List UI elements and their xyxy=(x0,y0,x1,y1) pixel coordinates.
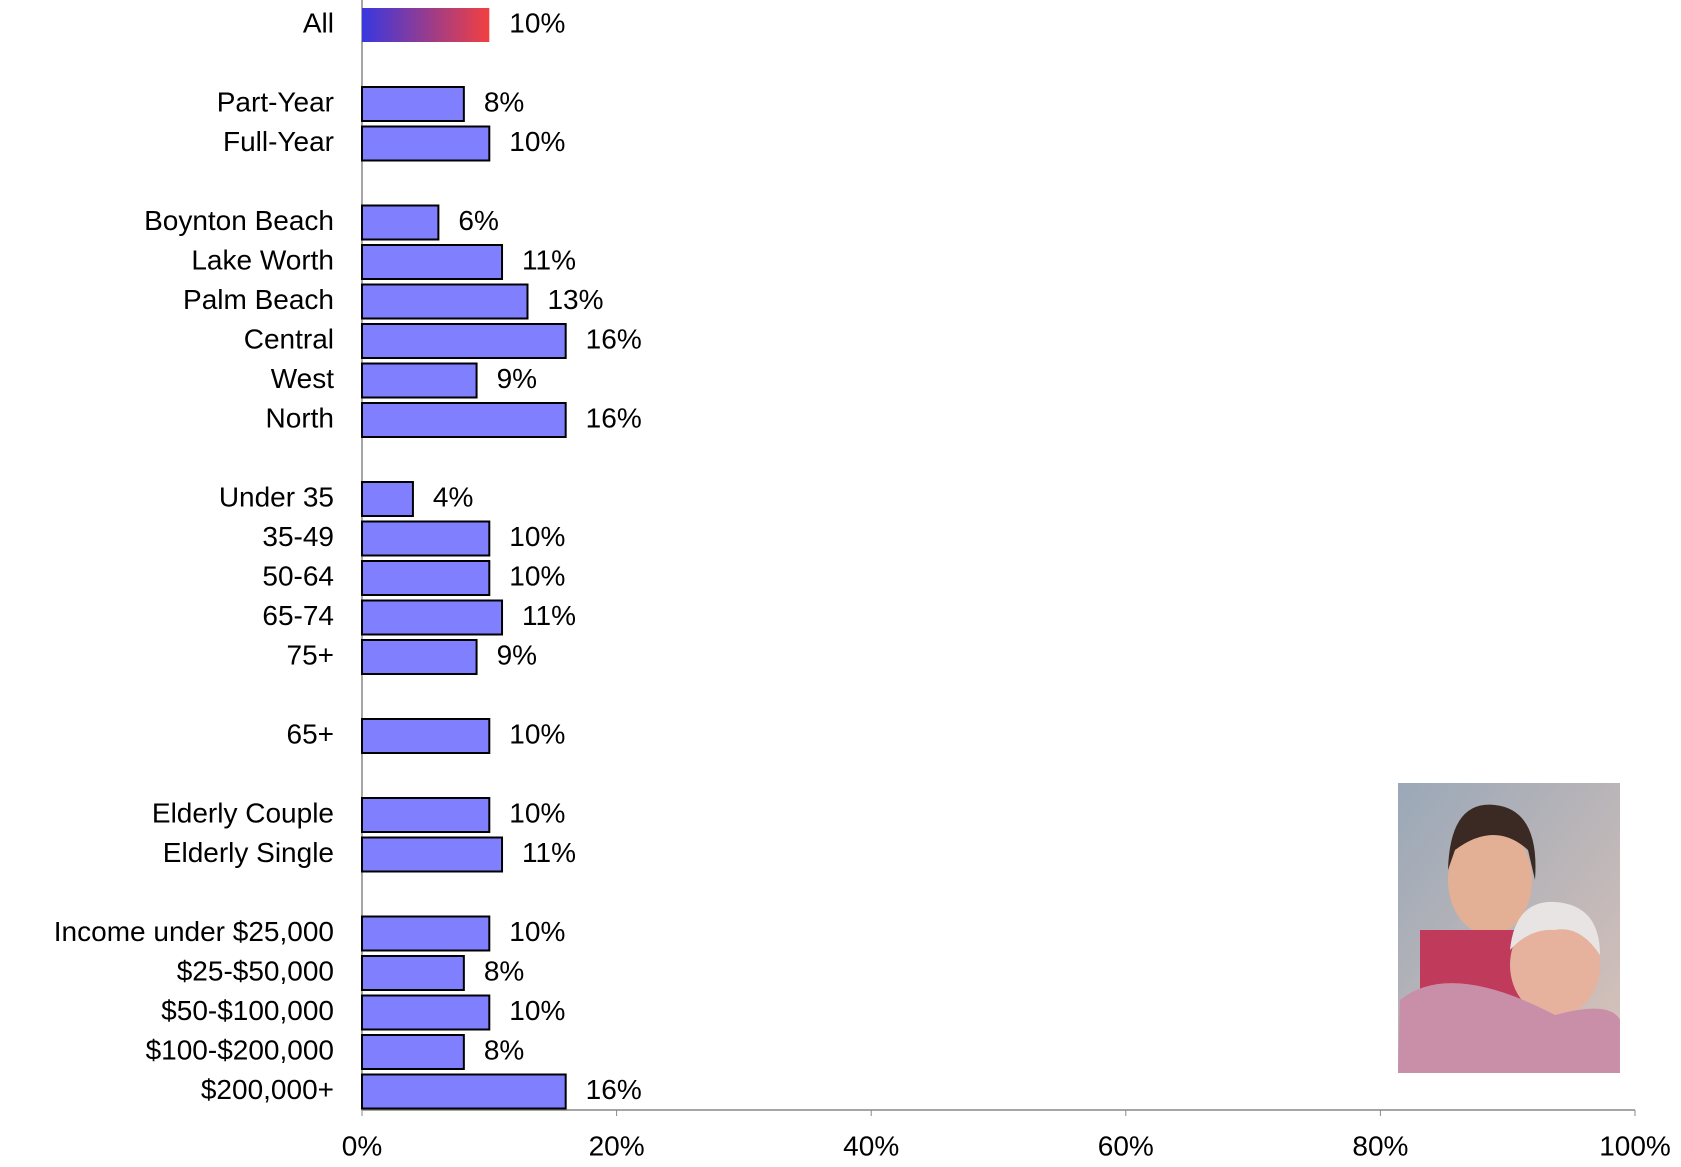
value-label: 10% xyxy=(509,521,565,552)
x-tick-label: 80% xyxy=(1352,1130,1408,1161)
value-label: 9% xyxy=(497,639,537,670)
x-tick-label: 60% xyxy=(1098,1130,1154,1161)
y-tick-label: $200,000+ xyxy=(201,1074,334,1105)
bar xyxy=(361,362,478,399)
y-tick-label: Elderly Single xyxy=(163,837,334,868)
bar xyxy=(361,86,465,122)
value-label: 11% xyxy=(522,837,576,868)
value-label: 16% xyxy=(586,402,642,433)
y-tick-label: $25-$50,000 xyxy=(177,955,334,986)
y-tick-label: North xyxy=(266,402,334,433)
y-tick-label: 65+ xyxy=(287,718,335,749)
value-label: 10% xyxy=(509,7,565,38)
y-tick-label: Lake Worth xyxy=(191,244,334,275)
y-tick-label: 65-74 xyxy=(262,600,334,631)
bar xyxy=(361,994,491,1031)
y-tick-label: Income under $25,000 xyxy=(54,916,334,947)
value-label: 10% xyxy=(509,718,565,749)
bar xyxy=(361,1073,567,1110)
value-label: 6% xyxy=(458,205,498,236)
x-tick-label: 0% xyxy=(342,1130,382,1161)
y-tick-label: Part-Year xyxy=(217,86,334,117)
value-label: 16% xyxy=(586,323,642,354)
y-tick-label: West xyxy=(271,363,334,394)
y-tick-label: 75+ xyxy=(287,639,335,670)
y-tick-label: Under 35 xyxy=(219,481,334,512)
value-label: 10% xyxy=(509,995,565,1026)
bar xyxy=(361,481,414,517)
bar xyxy=(361,836,504,873)
value-label: 10% xyxy=(509,560,565,591)
bar xyxy=(361,718,491,754)
bar xyxy=(361,639,478,675)
bar xyxy=(361,1034,465,1070)
value-label: 10% xyxy=(509,126,565,157)
x-tick-label: 40% xyxy=(843,1130,899,1161)
x-tick-label: 20% xyxy=(589,1130,645,1161)
value-label: 8% xyxy=(484,1034,524,1065)
y-tick-label: 50-64 xyxy=(262,560,334,591)
photo xyxy=(1398,783,1620,1073)
bar xyxy=(361,599,504,636)
bar xyxy=(361,244,504,280)
y-tick-label: Central xyxy=(244,323,334,354)
value-label: 16% xyxy=(586,1074,642,1105)
x-tick-label: 100% xyxy=(1599,1130,1671,1161)
y-tick-label: $50-$100,000 xyxy=(161,995,334,1026)
value-label: 13% xyxy=(547,284,603,315)
bar xyxy=(361,402,567,438)
bar xyxy=(361,915,491,952)
y-tick-label: $100-$200,000 xyxy=(146,1034,334,1065)
y-tick-label: Full-Year xyxy=(223,126,334,157)
value-label: 8% xyxy=(484,955,524,986)
y-tick-label: Elderly Couple xyxy=(152,797,334,828)
bar xyxy=(361,520,491,557)
value-label: 9% xyxy=(497,363,537,394)
value-label: 8% xyxy=(484,86,524,117)
value-label: 11% xyxy=(522,600,576,631)
bar xyxy=(361,125,491,162)
y-tick-label: Boynton Beach xyxy=(144,205,334,236)
y-tick-label: All xyxy=(303,7,334,38)
bar xyxy=(361,797,491,833)
bar xyxy=(362,8,490,42)
value-label: 10% xyxy=(509,797,565,828)
y-tick-label: 35-49 xyxy=(262,521,334,552)
bar xyxy=(361,283,529,320)
bar xyxy=(361,955,465,991)
bar xyxy=(361,204,440,241)
value-label: 4% xyxy=(433,481,473,512)
bar xyxy=(361,560,491,596)
value-label: 11% xyxy=(522,244,576,275)
y-tick-label: Palm Beach xyxy=(183,284,334,315)
value-label: 10% xyxy=(509,916,565,947)
bar xyxy=(361,323,567,359)
